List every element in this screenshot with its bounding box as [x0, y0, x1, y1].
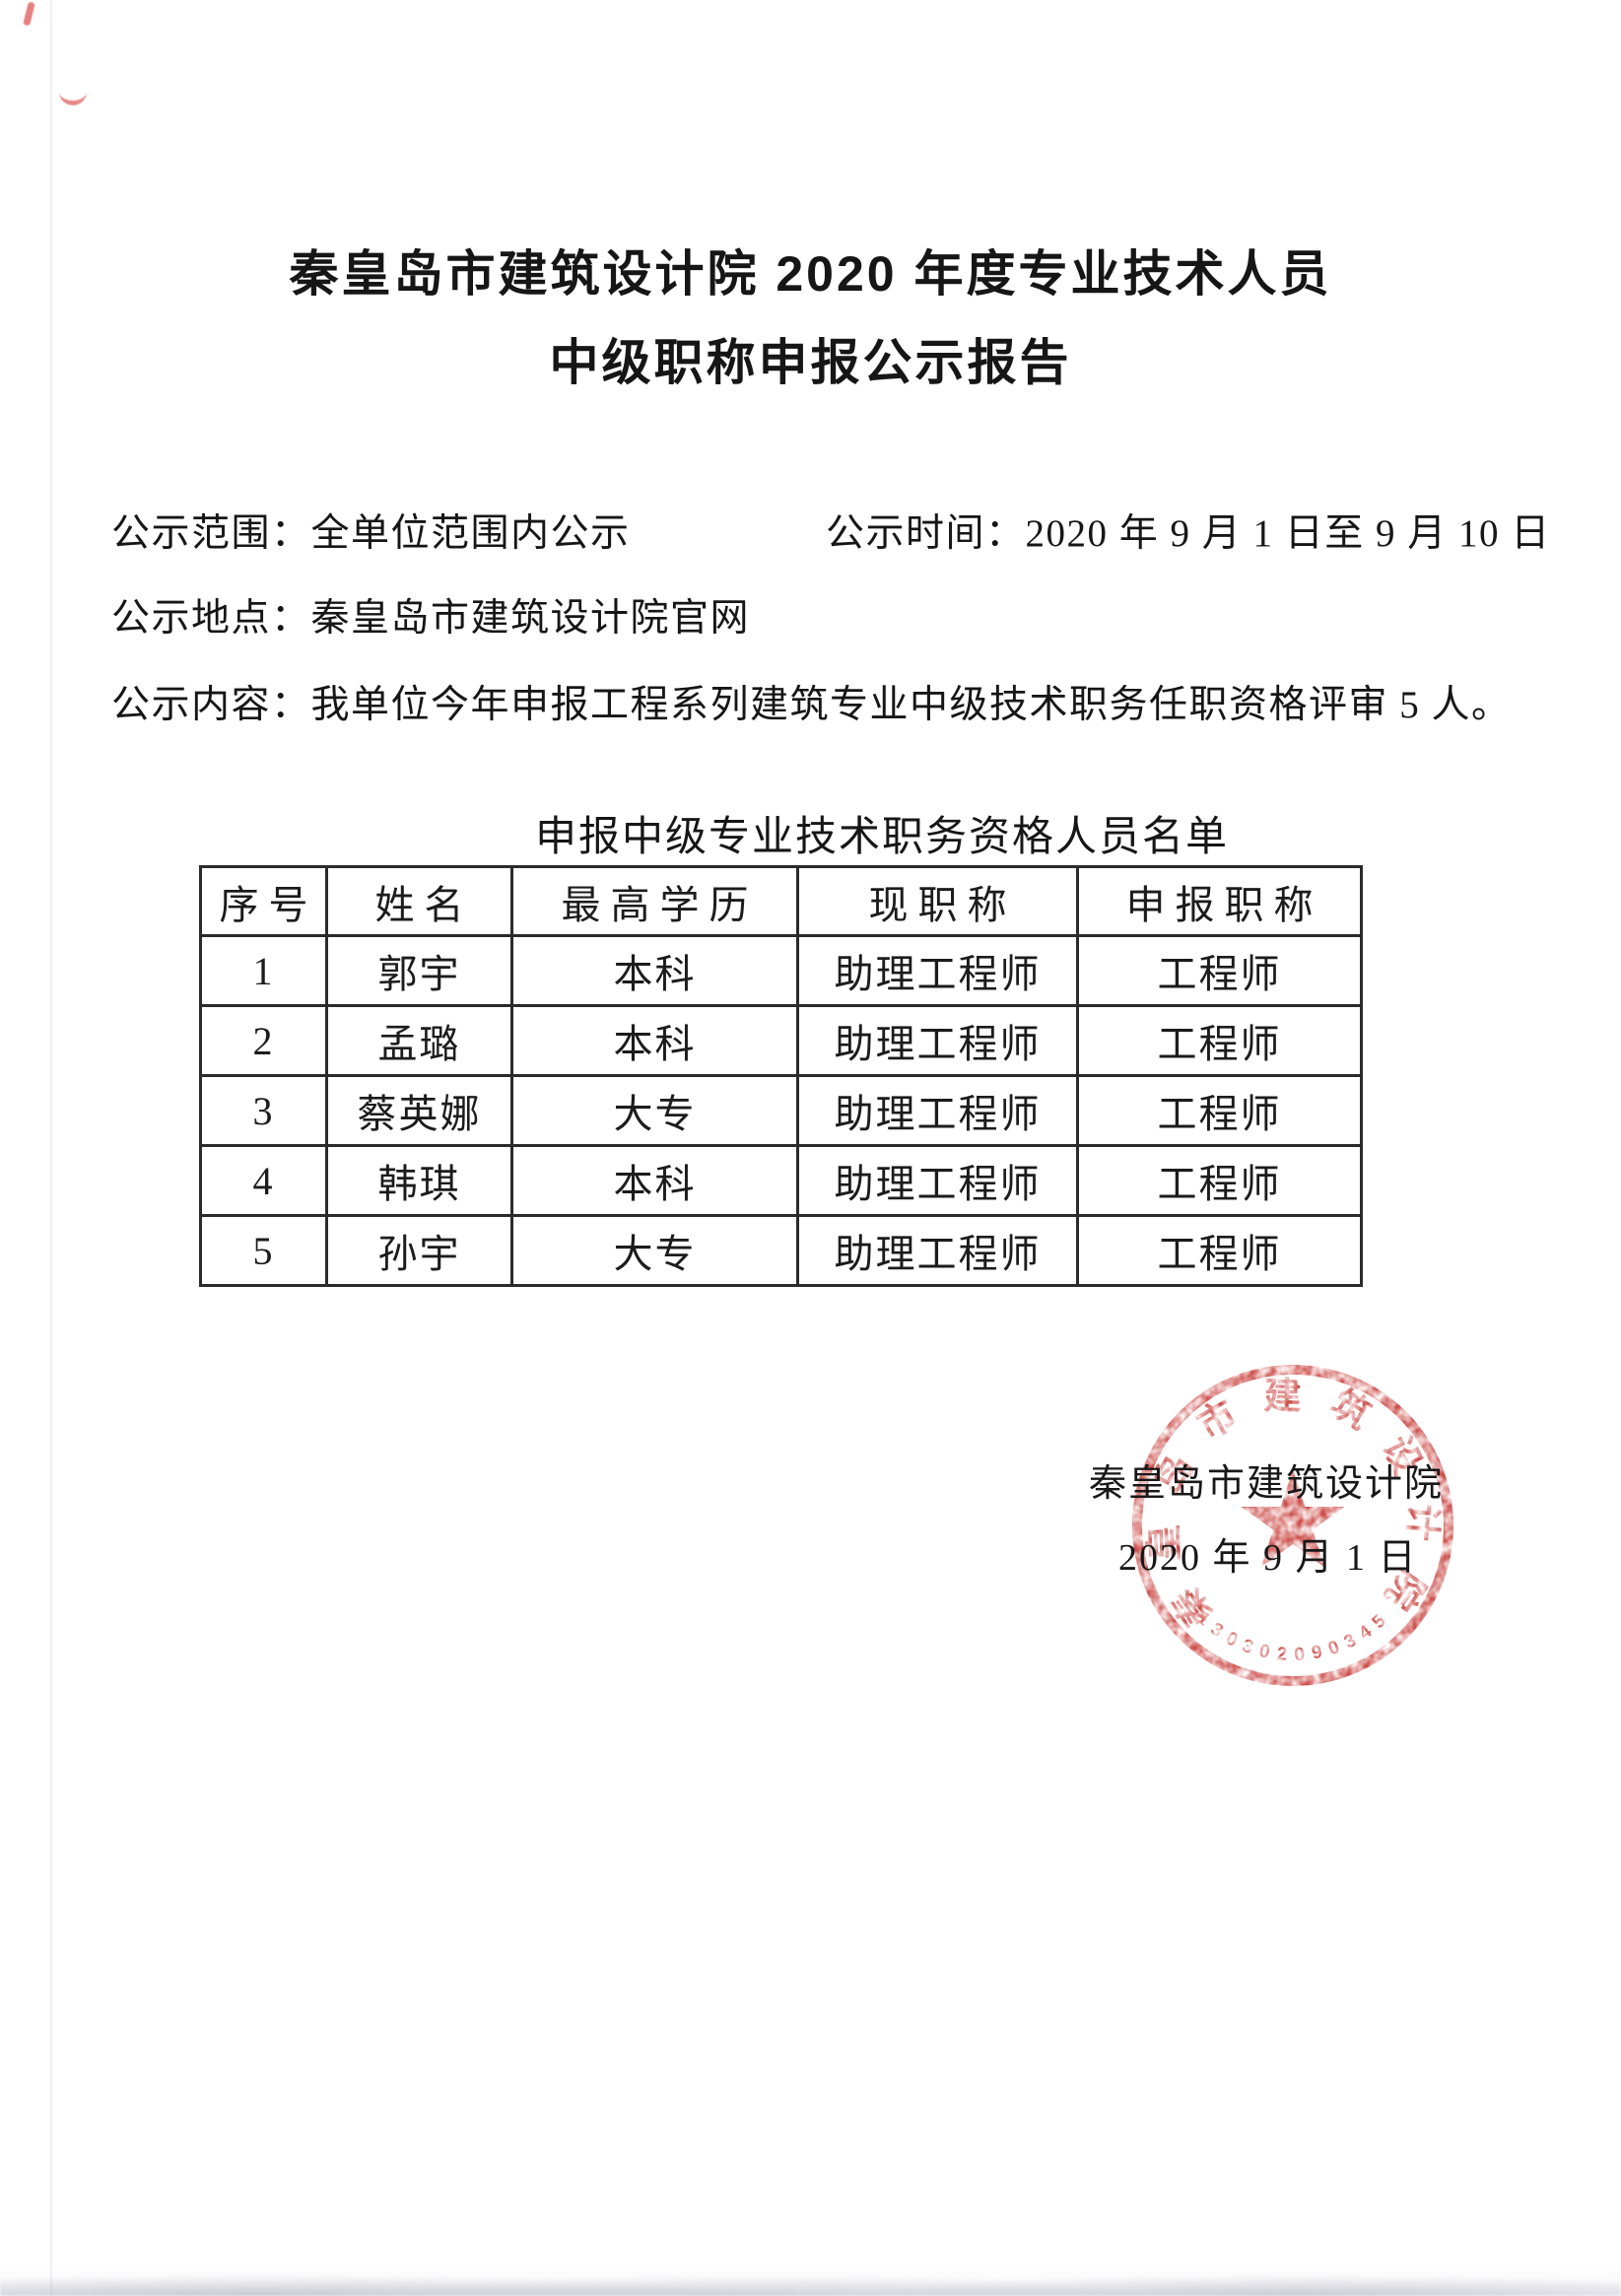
scan-noise-band: [0, 2264, 1621, 2296]
table-title: 申报中级专业技术职务资格人员名单: [535, 815, 1230, 860]
cell-current-title: 助理工程师: [796, 1004, 1079, 1077]
cell-current-title: 助理工程师: [796, 1214, 1079, 1287]
cell-index: 1: [199, 934, 328, 1007]
table-header-row: 序号 姓名 最高学历 现职称 申报职称: [199, 865, 1363, 937]
cell-applied-title: 工程师: [1076, 1214, 1363, 1287]
cell-applied-title: 工程师: [1076, 1144, 1363, 1217]
seal-graphic: 秦皇岛市建筑设计院 1303020903458: [1097, 1322, 1453, 1686]
scope-label: 公示范围：: [111, 512, 311, 555]
cell-name: 孙宇: [325, 1214, 513, 1287]
official-seal: 秦皇岛市建筑设计院 1303020903458: [1097, 1322, 1482, 1715]
cell-education: 大专: [510, 1074, 799, 1147]
cell-name: 韩琪: [325, 1144, 513, 1217]
cell-current-title: 助理工程师: [796, 1144, 1079, 1217]
seal-outer-ring: [1132, 1365, 1453, 1686]
cell-current-title: 助理工程师: [796, 934, 1079, 1007]
seal-star-icon: [1241, 1469, 1345, 1568]
cell-index: 4: [199, 1144, 328, 1217]
table-row: 2 孟璐 本科 助理工程师 工程师: [199, 1004, 1363, 1077]
time-label: 公示时间：: [826, 512, 1026, 555]
time-value: 2020 年 9 月 1 日至 9 月 10 日: [1025, 512, 1551, 555]
col-header-name: 姓名: [325, 865, 513, 937]
cell-index: 5: [199, 1214, 328, 1287]
time-line: 公示时间：2020 年 9 月 1 日至 9 月 10 日: [826, 503, 1551, 558]
signature-org: 秦皇岛市建筑设计院: [1089, 1463, 1445, 1505]
content-label: 公示内容：: [111, 684, 311, 726]
cell-education: 本科: [510, 1144, 799, 1217]
cell-education: 大专: [510, 1214, 799, 1287]
place-label: 公示地点：: [111, 597, 311, 640]
table-row: 5 孙宇 大专 助理工程师 工程师: [199, 1214, 1363, 1287]
place-value: 秦皇岛市建筑设计院官网: [310, 597, 751, 640]
cell-education: 本科: [510, 1004, 799, 1077]
roster-table: 序号 姓名 最高学历 现职称 申报职称 1 郭宇 本科 助理工程师 工程师 2 …: [199, 865, 1363, 1287]
cell-applied-title: 工程师: [1076, 1004, 1363, 1077]
place-line: 公示地点：秦皇岛市建筑设计院官网: [111, 587, 750, 642]
red-pen-mark: [59, 83, 87, 105]
scan-fold-line: [50, 0, 52, 2296]
cell-name: 郭宇: [325, 934, 513, 1007]
cell-current-title: 助理工程师: [796, 1074, 1079, 1147]
document-title-line2: 中级职称申报公示报告: [549, 335, 1072, 390]
col-header-education: 最高学历: [510, 865, 799, 937]
table-row: 3 蔡英娜 大专 助理工程师 工程师: [199, 1074, 1363, 1147]
cell-index: 2: [199, 1004, 328, 1077]
cell-education: 本科: [510, 934, 799, 1007]
document-title-line1: 秦皇岛市建筑设计院 2020 年度专业技术人员: [289, 246, 1332, 302]
red-pen-mark: [23, 1, 35, 27]
scope-line: 公示范围：全单位范围内公示: [111, 503, 631, 558]
col-header-index: 序号: [199, 865, 328, 937]
scope-value: 全单位范围内公示: [310, 512, 631, 555]
content-value: 我单位今年申报工程系列建筑专业中级技术职务任职资格评审 5 人。: [310, 684, 1512, 726]
col-header-applied-title: 申报职称: [1076, 865, 1363, 937]
signature-date: 2020 年 9 月 1 日: [1118, 1537, 1418, 1579]
table-row: 4 韩琪 本科 助理工程师 工程师: [199, 1144, 1363, 1217]
content-line: 公示内容：我单位今年申报工程系列建筑专业中级技术职务任职资格评审 5 人。: [111, 674, 1512, 729]
col-header-current-title: 现职称: [796, 865, 1079, 937]
cell-name: 蔡英娜: [325, 1074, 513, 1147]
cell-applied-title: 工程师: [1076, 1074, 1363, 1147]
table-row: 1 郭宇 本科 助理工程师 工程师: [199, 934, 1363, 1007]
cell-name: 孟璐: [325, 1004, 513, 1077]
cell-applied-title: 工程师: [1076, 934, 1363, 1007]
cell-index: 3: [199, 1074, 328, 1147]
